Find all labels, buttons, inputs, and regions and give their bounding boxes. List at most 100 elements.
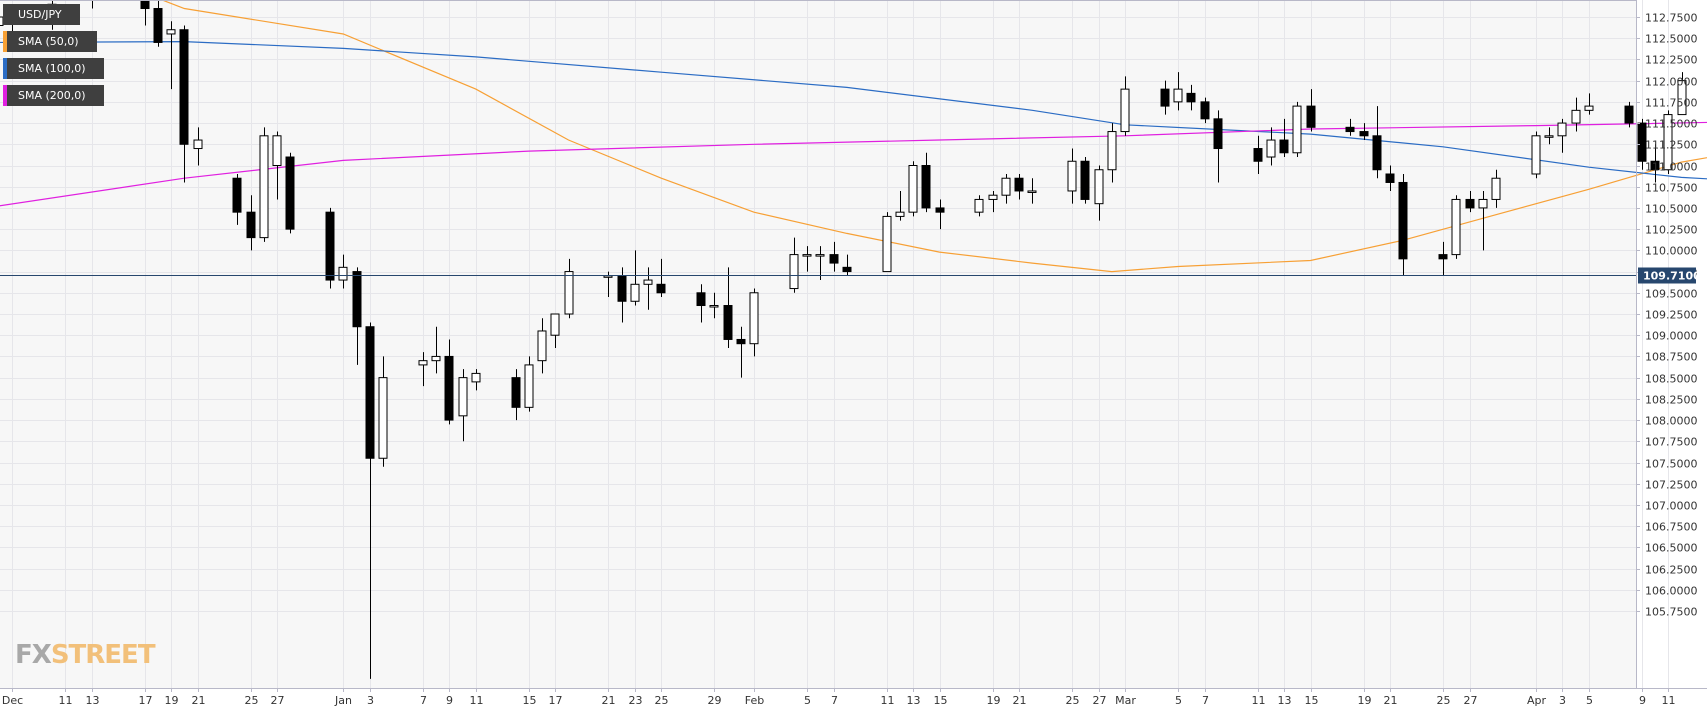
candle[interactable] xyxy=(88,0,96,9)
candle[interactable] xyxy=(365,322,375,679)
candle[interactable] xyxy=(1650,144,1660,183)
candle[interactable] xyxy=(1465,190,1475,213)
candle[interactable] xyxy=(1398,173,1408,276)
candle[interactable] xyxy=(789,237,799,293)
candle[interactable] xyxy=(656,258,666,298)
candle[interactable] xyxy=(1385,165,1395,191)
candle[interactable] xyxy=(1531,131,1541,179)
candle[interactable] xyxy=(802,246,812,272)
candle[interactable] xyxy=(1451,195,1461,259)
candle[interactable] xyxy=(815,246,825,281)
candle[interactable] xyxy=(1001,173,1011,204)
candle[interactable] xyxy=(511,369,521,421)
candle[interactable] xyxy=(1213,110,1223,183)
candle[interactable] xyxy=(1080,157,1090,204)
candle[interactable] xyxy=(325,207,335,289)
candle[interactable] xyxy=(444,339,454,425)
candle[interactable] xyxy=(842,254,852,276)
candle[interactable] xyxy=(988,190,998,213)
candle[interactable] xyxy=(471,369,481,391)
candle[interactable] xyxy=(1359,123,1369,141)
candle[interactable] xyxy=(829,241,839,272)
candle[interactable] xyxy=(1571,97,1581,132)
candle[interactable] xyxy=(630,250,640,306)
candle[interactable] xyxy=(1094,165,1104,221)
candle[interactable] xyxy=(431,326,441,374)
candle[interactable] xyxy=(1027,178,1037,204)
candle[interactable] xyxy=(1266,127,1276,166)
candle[interactable] xyxy=(723,267,733,348)
legend-swatch-sma-200 xyxy=(3,85,7,106)
candle[interactable] xyxy=(1160,80,1170,115)
candle[interactable] xyxy=(1107,123,1117,183)
candle[interactable] xyxy=(749,288,759,357)
y-tick-label: 107.0000 xyxy=(1645,500,1698,513)
y-tick-label: 105.7500 xyxy=(1645,606,1698,619)
candle[interactable] xyxy=(193,127,203,166)
candle[interactable] xyxy=(1279,118,1289,158)
candle[interactable] xyxy=(378,356,388,467)
candle[interactable] xyxy=(882,212,892,273)
x-tick-label: 27 xyxy=(271,694,285,707)
candle[interactable] xyxy=(895,190,905,221)
candle[interactable] xyxy=(1438,241,1448,276)
candle[interactable] xyxy=(272,131,282,200)
candle[interactable] xyxy=(418,352,428,387)
candle[interactable] xyxy=(1120,76,1130,136)
candle[interactable] xyxy=(1345,118,1355,136)
candle[interactable] xyxy=(1544,127,1554,145)
candle[interactable] xyxy=(1200,97,1210,124)
candle[interactable] xyxy=(1067,148,1077,204)
legend-sma-50[interactable]: SMA (50,0) xyxy=(3,31,104,52)
candle[interactable] xyxy=(1557,118,1567,153)
candle[interactable] xyxy=(153,0,163,47)
logo-street-text: STREET xyxy=(50,640,156,670)
candle[interactable] xyxy=(338,254,348,289)
candle[interactable] xyxy=(537,318,547,374)
candle[interactable] xyxy=(696,284,706,323)
candle-body-down xyxy=(696,292,706,307)
candle[interactable] xyxy=(1306,89,1316,132)
candle[interactable] xyxy=(736,326,746,378)
candle[interactable] xyxy=(246,195,256,251)
candle[interactable] xyxy=(935,199,945,230)
sma-line-200 xyxy=(0,121,1707,207)
candle[interactable] xyxy=(1663,110,1673,174)
legend-sma-100[interactable]: SMA (100,0) xyxy=(3,58,104,79)
candle[interactable] xyxy=(352,267,362,365)
candle-body-down xyxy=(736,338,746,345)
candle[interactable] xyxy=(921,152,931,213)
candle[interactable] xyxy=(643,267,653,310)
candle[interactable] xyxy=(285,152,295,234)
candle[interactable] xyxy=(179,25,189,183)
candle[interactable] xyxy=(1677,72,1687,116)
candle[interactable] xyxy=(1253,135,1263,174)
candle[interactable] xyxy=(232,173,242,225)
candle[interactable] xyxy=(550,313,560,348)
candle[interactable] xyxy=(974,195,984,217)
y-tick-label: 108.7500 xyxy=(1645,351,1698,364)
candle[interactable] xyxy=(1186,84,1196,111)
candle[interactable] xyxy=(1478,190,1488,251)
candle[interactable] xyxy=(166,21,176,90)
candle[interactable] xyxy=(524,356,534,412)
candle[interactable] xyxy=(908,161,918,217)
candle[interactable] xyxy=(1624,101,1634,128)
candle[interactable] xyxy=(1173,72,1183,111)
candle[interactable] xyxy=(1014,173,1024,200)
candle[interactable] xyxy=(259,127,269,242)
legend-sma-200[interactable]: SMA (200,0) xyxy=(3,85,104,106)
candle[interactable] xyxy=(1372,106,1382,179)
candle[interactable] xyxy=(564,258,574,319)
candle[interactable] xyxy=(709,292,719,319)
candle[interactable] xyxy=(1584,93,1594,115)
x-tick-label: 25 xyxy=(245,694,259,707)
y-axis-ticks[interactable]: 112.7500 112.5000 112.2500 112.0000 111.7500… xyxy=(1636,12,1698,619)
candle[interactable] xyxy=(140,0,150,26)
x-axis-ticks[interactable]: Dec 11 13 17 19 21 25 27 Jan 3 7 9 11 15 17 21 23 25 29 Feb… xyxy=(2,688,1707,707)
candle[interactable] xyxy=(1292,101,1302,158)
candle[interactable] xyxy=(458,369,468,442)
candle[interactable] xyxy=(1637,118,1647,170)
legend-symbol[interactable]: USD/JPY xyxy=(3,4,104,25)
candle[interactable] xyxy=(1491,169,1501,208)
